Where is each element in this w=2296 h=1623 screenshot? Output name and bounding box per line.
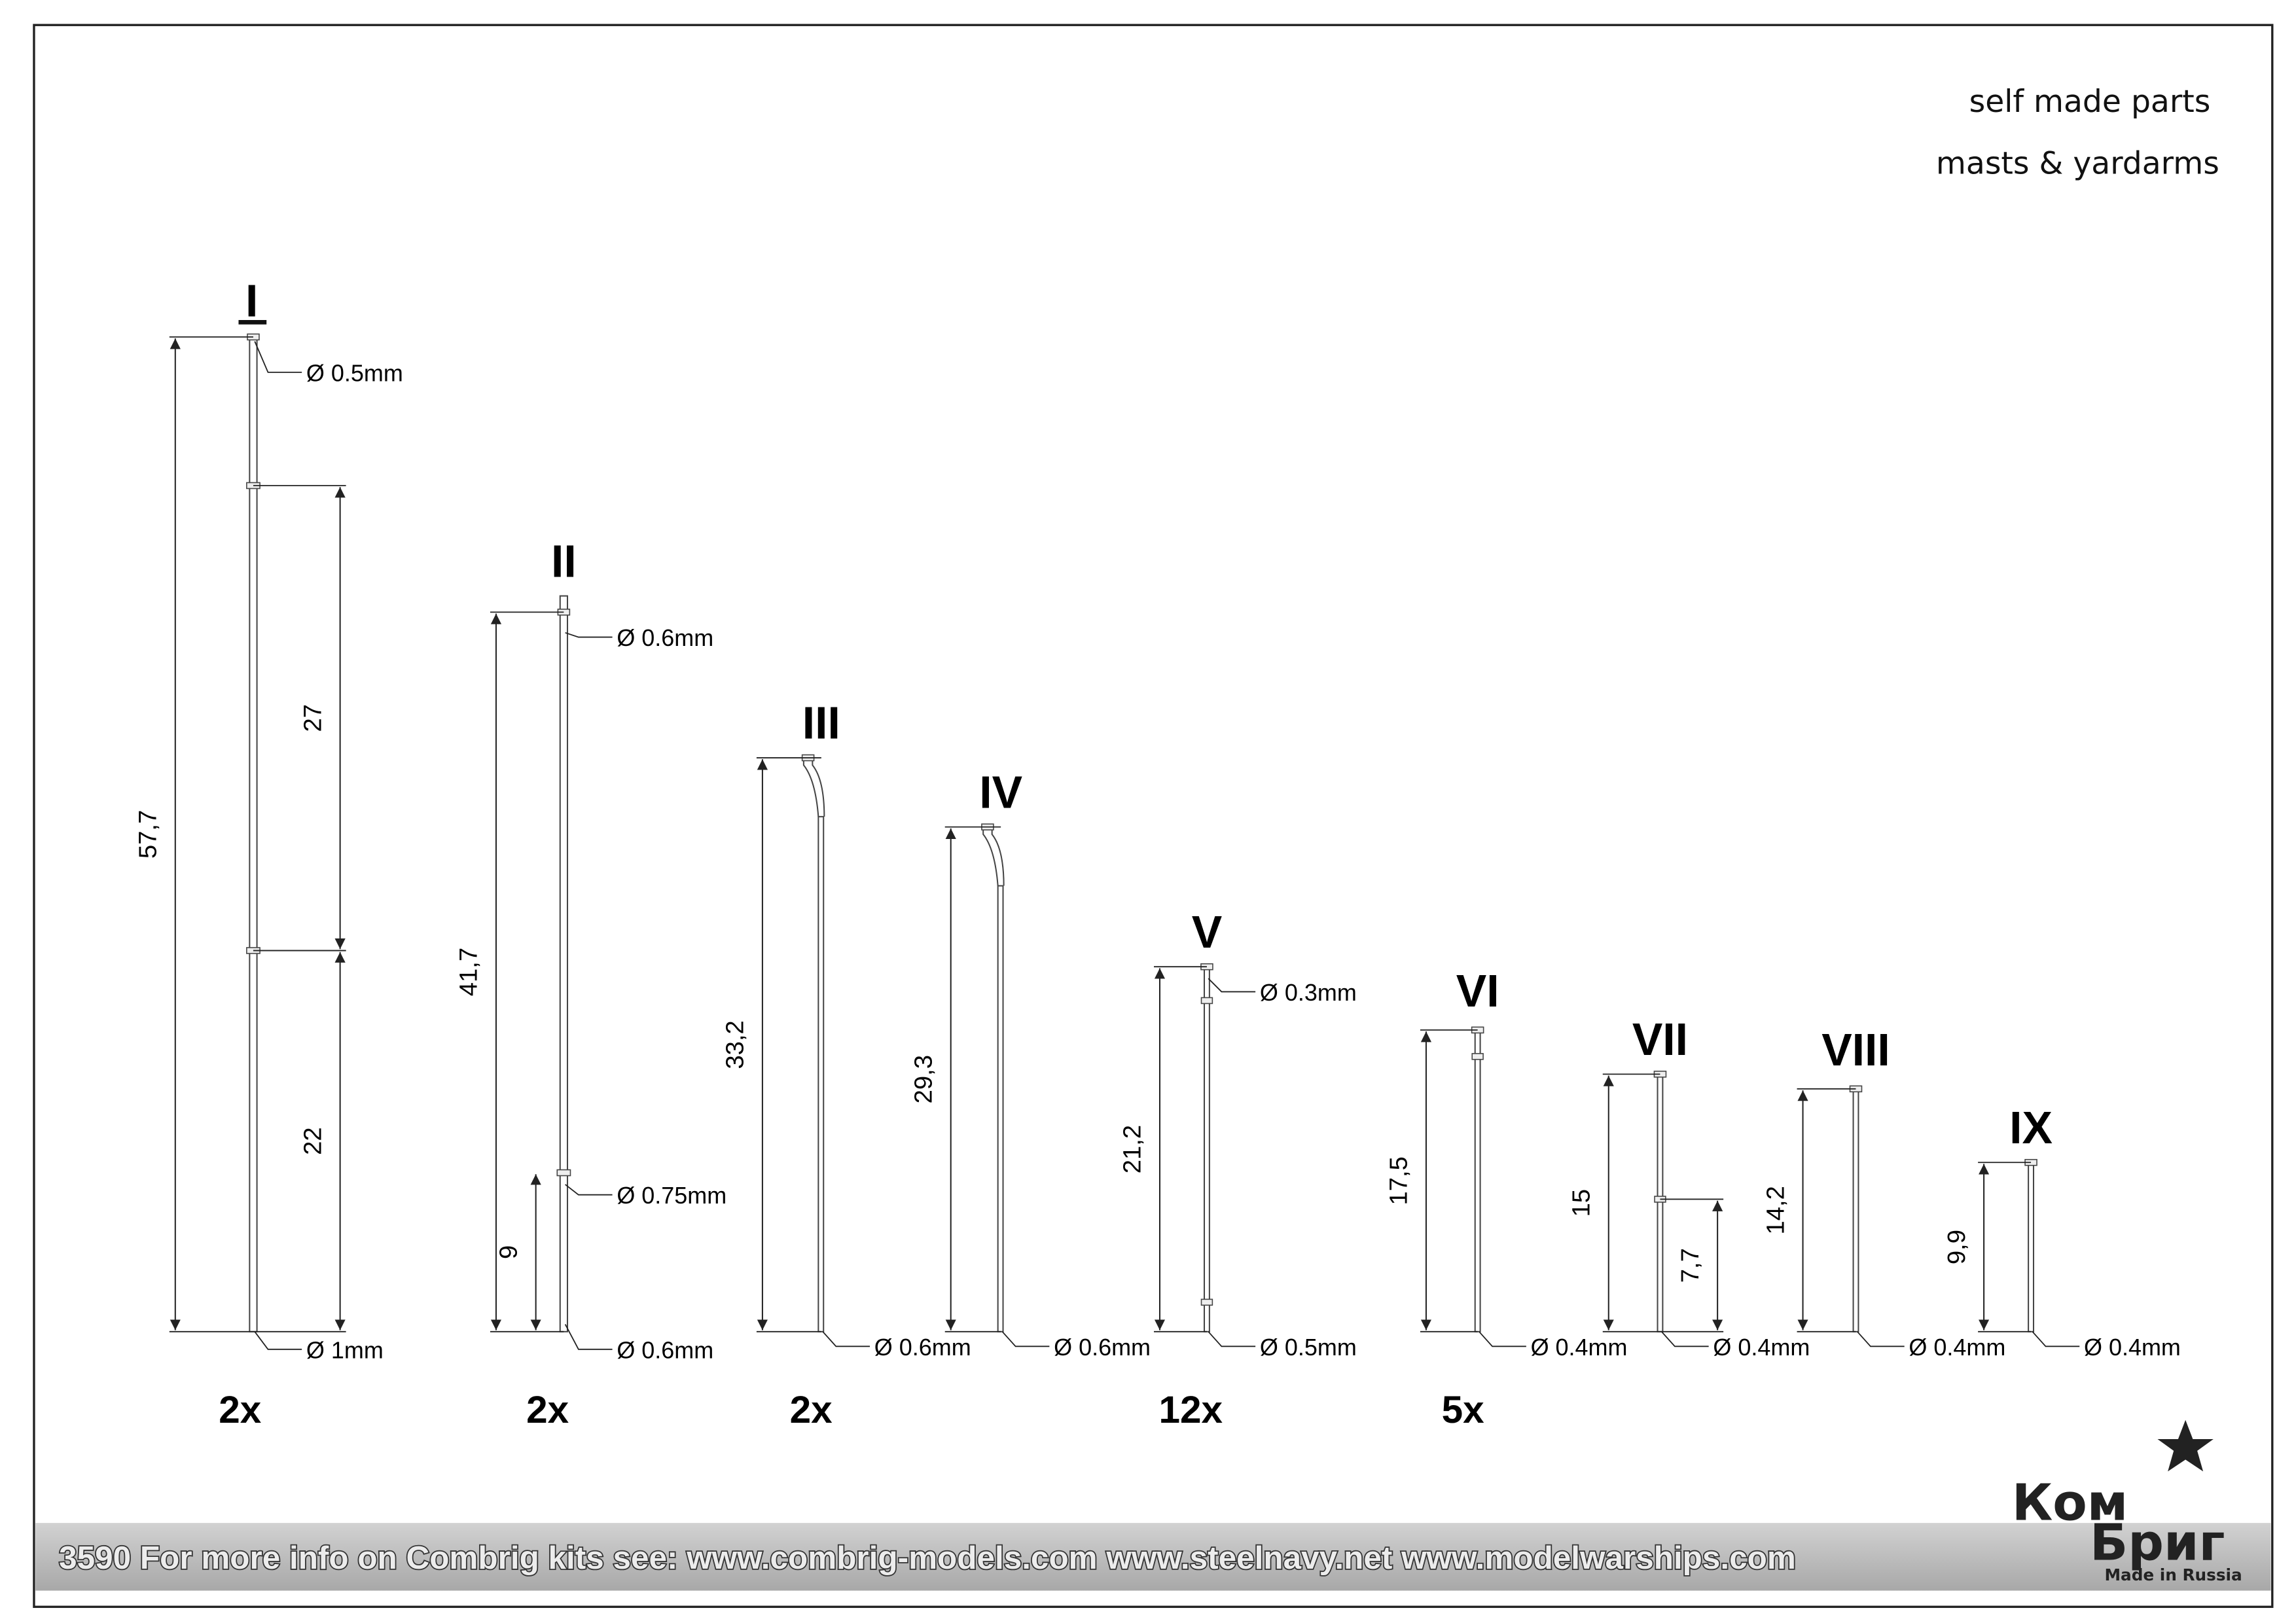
dimension-label: 17,5 xyxy=(1385,1156,1413,1205)
logo-text: Бриг xyxy=(2090,1514,2225,1572)
logo-text: Ком xyxy=(2012,1474,2128,1533)
leader-line xyxy=(564,1324,613,1350)
mast-band xyxy=(1200,1298,1213,1306)
frame xyxy=(33,24,2274,1608)
diameter-label: Ø 0.6mm xyxy=(617,1336,713,1363)
dimension-label: 9,9 xyxy=(1943,1230,1971,1264)
mast-head xyxy=(982,827,1005,886)
mast xyxy=(2028,1162,2034,1332)
mast xyxy=(1852,1088,1859,1332)
diameter-label: Ø 0.5mm xyxy=(306,359,403,386)
diameter-label: Ø 0.4mm xyxy=(2084,1334,2181,1361)
leader-line xyxy=(565,1184,613,1196)
part-numeral: I xyxy=(245,275,258,326)
diameter-label: Ø 1mm xyxy=(306,1336,384,1363)
footer-band xyxy=(35,1523,2271,1591)
diameter-label: Ø 0.4mm xyxy=(1713,1334,1810,1361)
mast xyxy=(817,815,825,1332)
logo-star xyxy=(2157,1419,2214,1472)
header-line: self made parts xyxy=(1969,84,2211,120)
header-line: masts & yardarms xyxy=(1936,145,2219,181)
mast-band xyxy=(1200,997,1213,1005)
part-numeral: III xyxy=(802,698,840,749)
diameter-label: Ø 0.3mm xyxy=(1260,979,1357,1006)
dimension-label: 41,7 xyxy=(455,948,483,996)
diameter-label: Ø 0.6mm xyxy=(617,624,713,651)
part-numeral: II xyxy=(551,535,577,586)
leader-line xyxy=(1857,1331,1905,1347)
dimension-label: 7,7 xyxy=(1676,1248,1704,1283)
leader-line xyxy=(1661,1331,1709,1347)
leader-line xyxy=(254,1331,302,1350)
part-numeral: VII xyxy=(1632,1014,1688,1065)
part-numeral: V xyxy=(1192,906,1222,957)
mast xyxy=(1657,1073,1664,1332)
quantity-label: 12x xyxy=(1158,1389,1223,1431)
diameter-label: Ø 0.75mm xyxy=(617,1182,726,1209)
dimension-label: 15 xyxy=(1568,1189,1596,1217)
leader-line xyxy=(565,632,613,638)
leader-line xyxy=(1479,1331,1526,1347)
logo: Ком Бриг Made in Russia xyxy=(2012,1419,2242,1584)
diameter-label: Ø 0.5mm xyxy=(1260,1334,1357,1361)
quantity-label: 2x xyxy=(526,1389,569,1431)
leader-line xyxy=(2032,1331,2080,1347)
mast xyxy=(559,595,569,1332)
leader-line xyxy=(1208,978,1256,993)
parts: I 57,7 27 22 Ø 0.5mm Ø 1mm 2x II 41,7 9 Ø 0.6mm Ø 0… xyxy=(134,275,2181,1431)
dimension-label: 22 xyxy=(298,1127,327,1155)
dimension-label: 57,7 xyxy=(134,810,162,859)
footer-text: 3590 For more info on Combrig kits see: … xyxy=(59,1540,1796,1576)
leader-line xyxy=(1208,1331,1256,1347)
dimension-label: 33,2 xyxy=(721,1020,749,1069)
dimension-label: 27 xyxy=(298,704,327,732)
leader-line xyxy=(1001,1331,1050,1347)
mast-band xyxy=(1471,1053,1484,1060)
leader-line xyxy=(254,341,302,373)
dimension-label: 14,2 xyxy=(1761,1186,1789,1234)
mast xyxy=(1474,1029,1481,1332)
diameter-label: Ø 0.4mm xyxy=(1909,1334,2005,1361)
diameter-label: Ø 0.6mm xyxy=(1054,1334,1151,1361)
mast xyxy=(1203,966,1210,1332)
mast-head xyxy=(802,757,825,817)
dimension-label: 9 xyxy=(494,1245,522,1259)
quantity-label: 2x xyxy=(790,1389,833,1431)
quantity-label: 5x xyxy=(1442,1389,1485,1431)
logo-tagline: Made in Russia xyxy=(2104,1565,2242,1584)
diameter-label: Ø 0.4mm xyxy=(1531,1334,1628,1361)
mast xyxy=(997,885,1004,1332)
leader-line xyxy=(822,1331,870,1347)
part-numeral: VIII xyxy=(1821,1024,1890,1075)
part-numeral: IX xyxy=(2009,1102,2053,1153)
dimension-label: 21,2 xyxy=(1119,1125,1147,1173)
diameter-label: Ø 0.6mm xyxy=(874,1334,971,1361)
part-numeral: IV xyxy=(979,766,1022,817)
mast-band xyxy=(556,1169,571,1177)
part-numeral: VI xyxy=(1456,965,1499,1016)
quantity-label: 2x xyxy=(219,1389,262,1431)
dimension-label: 29,3 xyxy=(909,1055,937,1103)
